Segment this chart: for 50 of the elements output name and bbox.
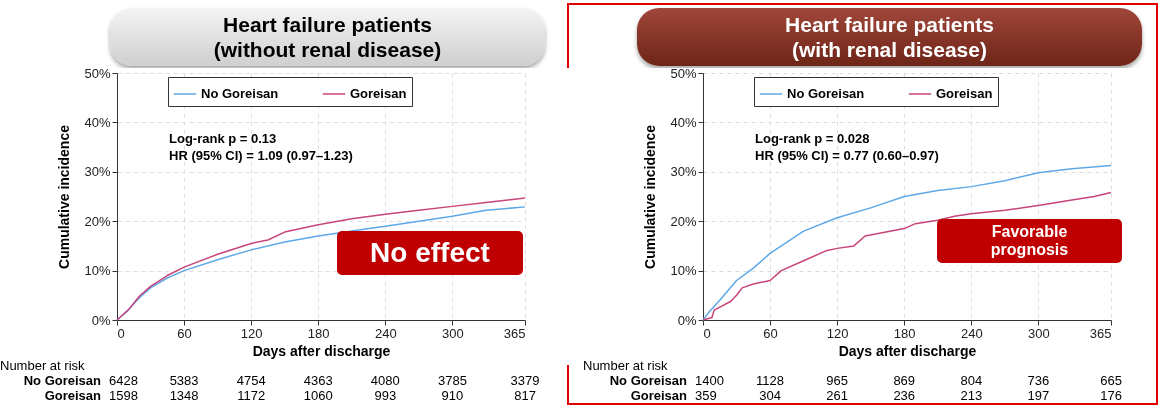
x-tick-label: 180 [893,325,916,341]
x-tick-label: 0 [703,325,711,341]
x-tick-label: 180 [307,325,330,341]
chart-title: Heart failure patients [222,12,433,37]
x-tick-label: 240 [374,325,397,341]
y-tick-label: 0% [91,312,111,328]
x-tick-label: 300 [441,325,464,341]
x-tick-label: 120 [826,325,849,341]
legend-label: No Goreisan [787,86,865,101]
annotation: HR (95% CI) = 0.77 (0.60–0.97) [755,148,939,163]
y-tick-label: 20% [670,213,697,229]
x-tick-label: 365 [503,325,526,341]
text: Goreisan 359 304 261 236 213 197 176 [630,388,1122,403]
x-tick-label: 0 [117,325,125,341]
callout-box: Favorable prognosis [937,219,1122,263]
legend-label: Goreisan [350,86,407,101]
legend-label: Goreisan [936,86,993,101]
annotation: Log-rank p = 0.13 [169,131,277,146]
x-tick-label: 300 [1027,325,1050,341]
y-tick-label: 10% [670,263,697,279]
text: Number at risk [583,358,668,373]
x-tick-label: 365 [1089,325,1112,341]
x-axis-title: Days after discharge [252,342,391,359]
x-tick-label: 60 [763,325,778,341]
chart-subtitle: (with renal disease) [791,37,988,62]
y-tick-label: 40% [84,114,111,130]
chart-subtitle: (without renal disease) [212,37,443,62]
y-tick-label: 10% [84,263,111,279]
y-tick-label: 0% [677,312,697,328]
y-tick-label: 40% [670,114,697,130]
annotation: Log-rank p = 0.028 [755,131,870,146]
x-axis-title: Days after discharge [838,342,977,359]
text: Number at risk [0,358,85,373]
y-axis-title: Cumulative incidence [642,124,659,269]
y-tick-label: 30% [84,164,111,180]
y-tick-label: 20% [84,213,111,229]
text: No Goreisan 1400 1128 965 869 804 736 665 [609,373,1122,388]
chart-title: Heart failure patients [784,12,995,37]
legend-label: No Goreisan [201,86,279,101]
text: No Goreisan 6428 5383 4754 4363 4080 3785 3379 [23,373,540,388]
text: Goreisan 1598 1348 1172 1060 993 910 817 [44,388,536,403]
annotation: HR (95% CI) = 1.09 (0.97–1.23) [169,148,353,163]
y-axis-title: Cumulative incidence [56,124,73,269]
y-tick-label: 30% [670,164,697,180]
x-tick-label: 60 [177,325,192,341]
x-tick-label: 240 [960,325,983,341]
callout-box: No effect [337,231,523,275]
y-tick-label: 50% [84,65,111,81]
x-tick-label: 120 [240,325,263,341]
y-tick-label: 50% [670,65,697,81]
